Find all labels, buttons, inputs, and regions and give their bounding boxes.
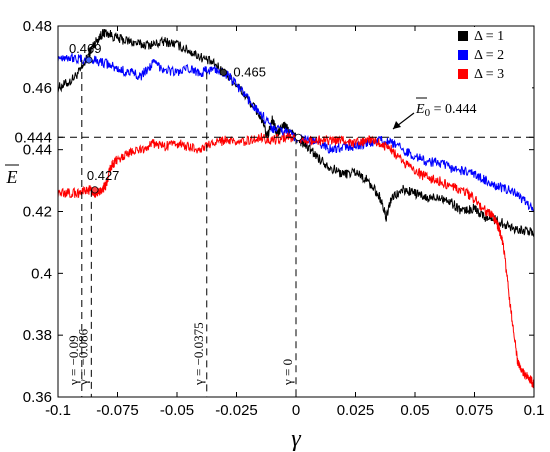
marker-label-2: 0.465 (233, 64, 266, 79)
x-tick-label-3: -0.05 (160, 402, 194, 419)
x-tick-label-7: 0.05 (400, 402, 429, 419)
text-layer: 0.469 0.465 0.427 -0.1 -0.075 -0.05 -0.025 0 0.0… (5, 18, 544, 452)
legend-swatch-2 (458, 50, 468, 60)
legend-swatch-3 (458, 69, 468, 79)
legend: Δ = 1 Δ = 2 Δ = 3 (454, 27, 532, 89)
y-tick-label-3: 0.4 (31, 265, 52, 282)
series-line-1 (57, 28, 535, 238)
series-line-3 (57, 132, 535, 389)
marker-point-3 (91, 186, 99, 194)
marker-label-3: 0.427 (87, 168, 120, 183)
x-tick-label-1: -0.1 (45, 402, 71, 419)
vertical-guide-label-4: γ = 0 (280, 359, 295, 386)
reference-line-label: E0 = 0.444 (415, 102, 476, 119)
guides-layer (58, 60, 534, 397)
legend-label-2: Δ = 2 (474, 48, 504, 63)
marker-point-2 (219, 68, 228, 76)
x-tick-label-8: 0.075 (456, 402, 494, 419)
y-tick-label-1: 0.36 (23, 389, 52, 406)
legend-label-1: Δ = 1 (474, 29, 504, 44)
x-axis-title: γ (291, 426, 301, 452)
x-tick-label-6: 0.025 (337, 402, 375, 419)
x-tick-label-5: 0 (292, 402, 300, 419)
x-tick-label-2: -0.075 (96, 402, 139, 419)
y-tick-label-5: 0.44 (23, 142, 52, 159)
markers-layer (85, 56, 302, 194)
marker-point-4 (294, 133, 302, 141)
vertical-guide-label-1: γ = −0.09 (66, 335, 81, 386)
x-tick-label-9: 0.1 (524, 402, 545, 419)
x-tick-label-4: -0.025 (215, 402, 258, 419)
vertical-guide-label-3: γ = −0.0375 (191, 322, 206, 386)
y-tick-label-8: 0.48 (23, 18, 52, 35)
y-tick-label-6: 0.444 (14, 129, 52, 146)
legend-swatch-1 (458, 31, 468, 41)
y-axis-title: E (6, 167, 18, 187)
y-tick-label-7: 0.46 (23, 80, 52, 97)
y-tick-label-4: 0.42 (23, 204, 52, 221)
marker-label-1: 0.469 (69, 41, 102, 56)
marker-point-1 (85, 56, 93, 64)
reference-arrow-head (393, 121, 401, 129)
legend-label-3: Δ = 3 (474, 67, 504, 82)
vertical-guide-label-2: γ = −0.086 (75, 328, 90, 386)
y-tick-label-2: 0.38 (23, 327, 52, 344)
